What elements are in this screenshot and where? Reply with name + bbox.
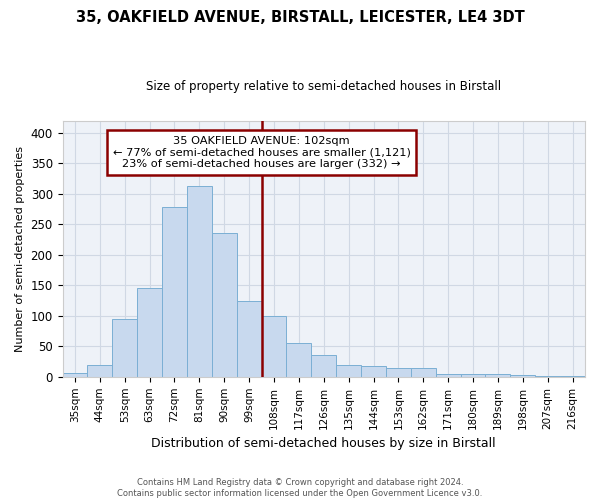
Text: Contains HM Land Registry data © Crown copyright and database right 2024.
Contai: Contains HM Land Registry data © Crown c… — [118, 478, 482, 498]
Bar — [286, 344, 311, 377]
Bar — [386, 368, 411, 377]
Bar — [485, 374, 511, 377]
Bar — [137, 288, 162, 377]
Y-axis label: Number of semi-detached properties: Number of semi-detached properties — [15, 146, 25, 352]
Bar — [262, 316, 286, 377]
Bar — [436, 374, 461, 377]
Bar — [88, 364, 112, 377]
Bar — [511, 375, 535, 377]
Bar — [112, 319, 137, 377]
Bar — [212, 234, 236, 377]
Bar — [336, 364, 361, 377]
Bar — [461, 374, 485, 377]
Bar — [311, 356, 336, 377]
Text: 35, OAKFIELD AVENUE, BIRSTALL, LEICESTER, LE4 3DT: 35, OAKFIELD AVENUE, BIRSTALL, LEICESTER… — [76, 10, 524, 25]
Text: 35 OAKFIELD AVENUE: 102sqm
← 77% of semi-detached houses are smaller (1,121)
23%: 35 OAKFIELD AVENUE: 102sqm ← 77% of semi… — [113, 136, 410, 169]
Bar — [535, 376, 560, 377]
Title: Size of property relative to semi-detached houses in Birstall: Size of property relative to semi-detach… — [146, 80, 502, 93]
X-axis label: Distribution of semi-detached houses by size in Birstall: Distribution of semi-detached houses by … — [151, 437, 496, 450]
Bar — [560, 376, 585, 377]
Bar — [162, 207, 187, 377]
Bar — [361, 366, 386, 377]
Bar — [411, 368, 436, 377]
Bar — [62, 372, 88, 377]
Bar — [236, 300, 262, 377]
Bar — [187, 186, 212, 377]
